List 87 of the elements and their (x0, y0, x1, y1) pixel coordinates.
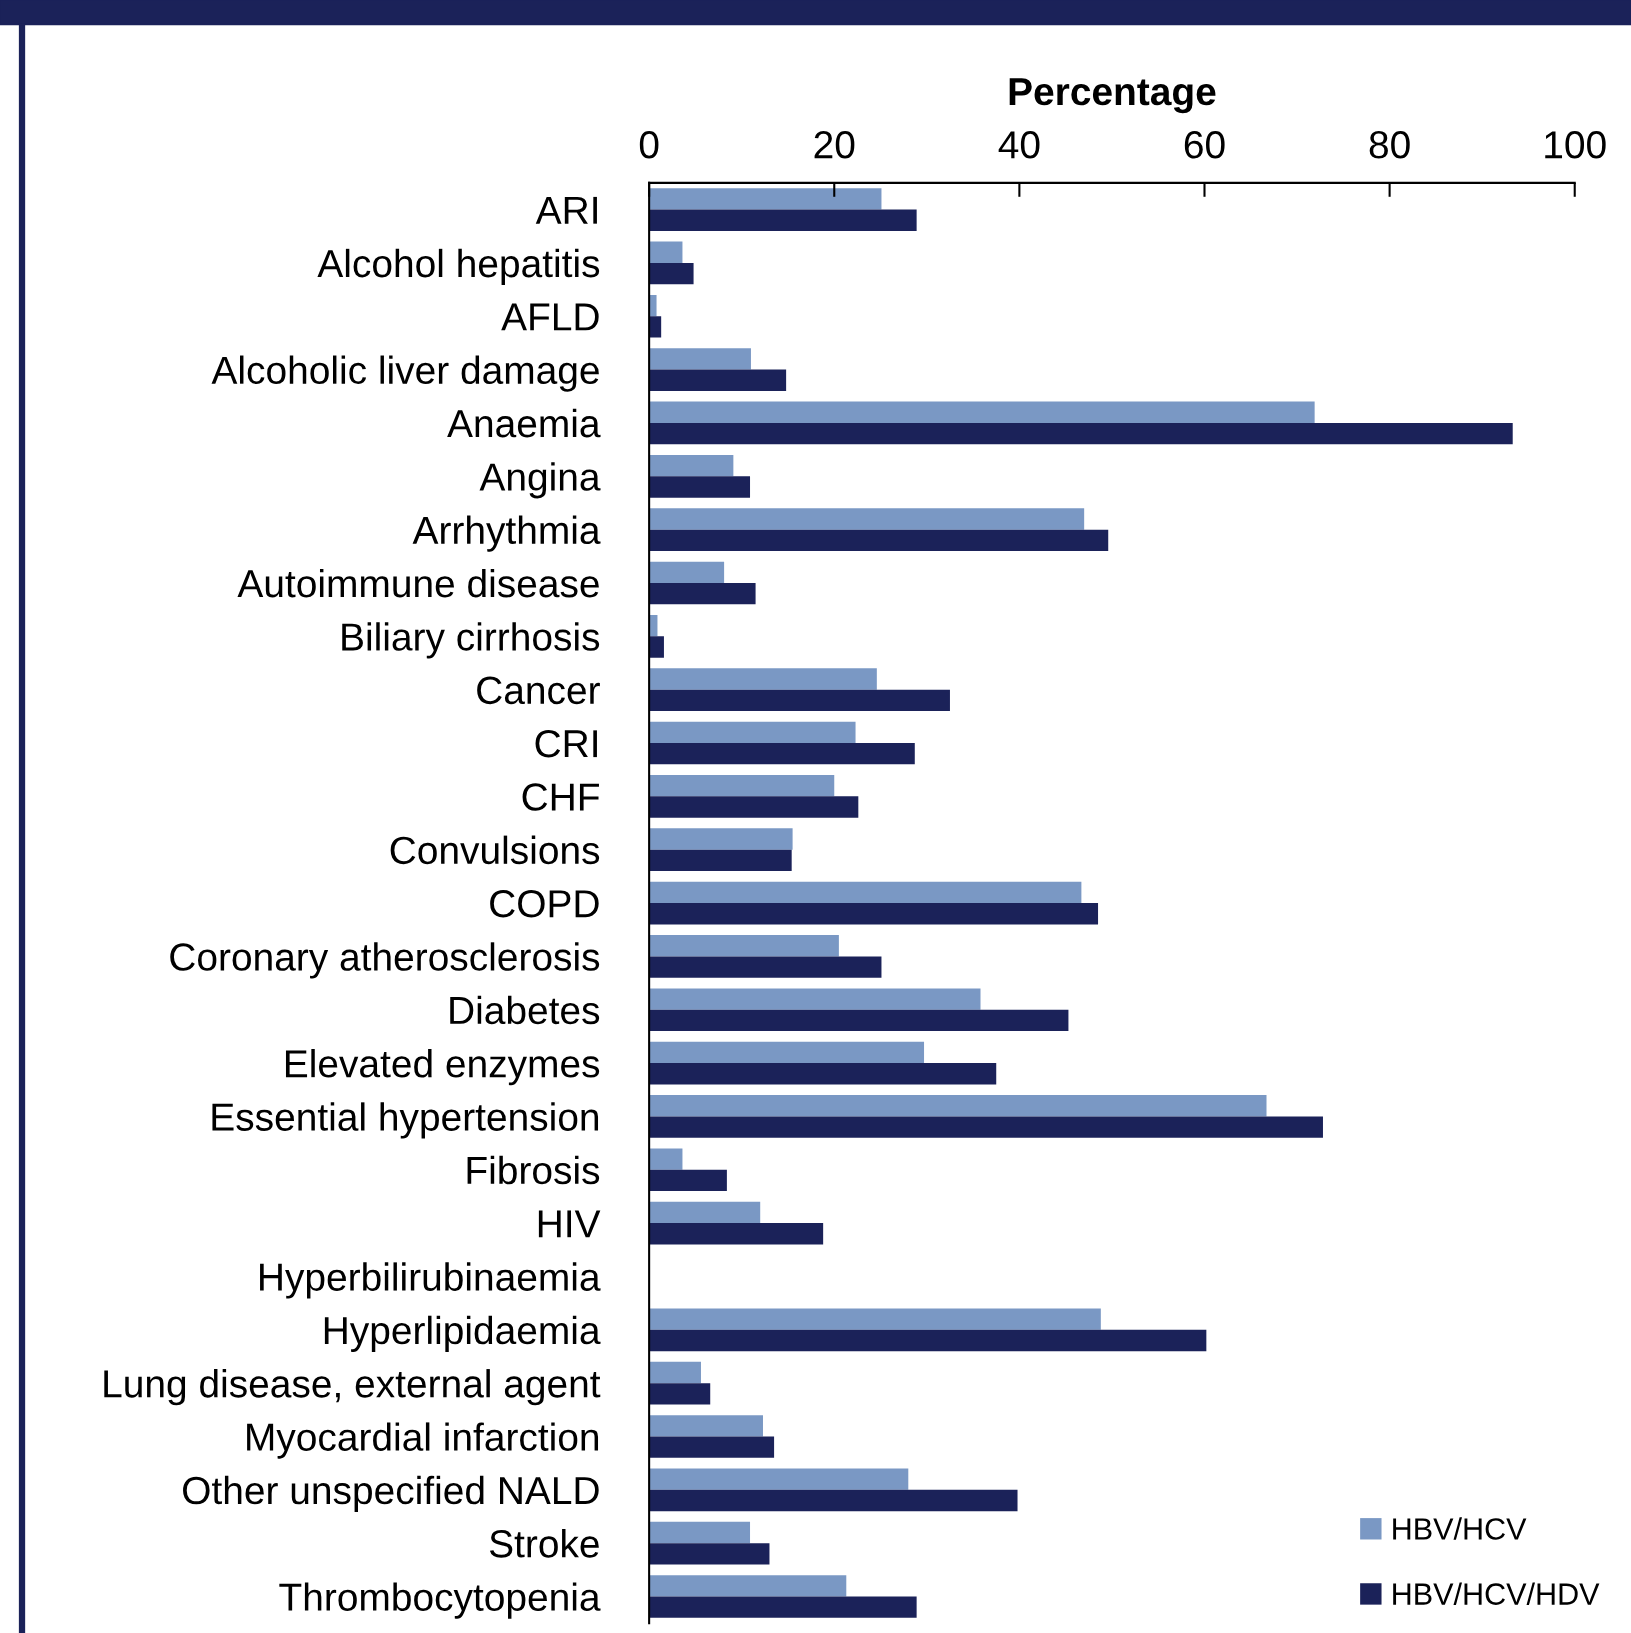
bar (649, 294, 657, 317)
y-tick-label: Cancer (477, 676, 600, 705)
y-tick-label: Myocardial infarction (247, 1422, 599, 1459)
bar (649, 1383, 711, 1405)
y-tick-label: Thrombocytopenia (279, 1582, 601, 1619)
bar (649, 348, 751, 370)
bar (649, 935, 839, 957)
bar (649, 1148, 683, 1170)
bar (649, 1095, 1267, 1117)
bar (649, 1169, 727, 1192)
bar (649, 529, 1109, 551)
y-tick-label: Coronary atherosclerosis (170, 942, 600, 979)
bar (649, 849, 792, 872)
y-tick-label: COPD (490, 889, 599, 918)
bar (649, 1308, 1101, 1330)
bar (649, 903, 1099, 925)
bar (649, 582, 756, 605)
x-tick-label: 60 (1184, 131, 1225, 159)
y-tick-label: HIV (538, 1210, 601, 1238)
bar (649, 262, 694, 285)
y-tick-label: Diabetes (450, 995, 600, 1025)
legend-label: HBV/HCV (1393, 1517, 1527, 1540)
bar (649, 209, 917, 231)
bar (649, 1489, 1018, 1512)
bar (649, 561, 725, 583)
bar (649, 881, 1082, 904)
bar (649, 1468, 909, 1490)
bar (649, 1521, 751, 1544)
bar (649, 476, 751, 498)
bar (649, 422, 1513, 445)
bar (649, 775, 835, 797)
bar (649, 401, 1315, 423)
bar (649, 988, 981, 1010)
y-tick-label: Convulsions (390, 835, 600, 865)
bar (649, 828, 793, 850)
y-tick-label: Lung disease, external agent (104, 1369, 601, 1406)
y-tick-label: AFLD (501, 303, 599, 331)
bar (649, 636, 664, 658)
bar (649, 1575, 847, 1597)
bar (649, 1543, 770, 1565)
bar (649, 1201, 761, 1224)
x-tick-label: 0 (639, 131, 659, 159)
bar (649, 1063, 997, 1085)
bar (649, 1329, 1207, 1352)
y-tick-label: Alcoholic liver damage (211, 355, 599, 392)
y-tick-label: Anaemia (447, 408, 601, 438)
bar (649, 796, 859, 818)
y-tick-label: Stroke (489, 1529, 599, 1558)
y-tick-label: Elevated enzymes (285, 1048, 600, 1086)
bar (649, 668, 877, 690)
bar (649, 369, 787, 391)
y-tick-label: ARI (535, 196, 597, 224)
bar (649, 689, 950, 712)
x-tick-label: 20 (814, 131, 855, 159)
x-tick-label: 40 (998, 131, 1040, 159)
y-tick-label: Other unspecified NALD (183, 1475, 599, 1512)
y-tick-label: Hyperlipidaemia (324, 1315, 601, 1352)
bar (649, 1436, 775, 1458)
y-tick-label: CHF (522, 783, 599, 811)
y-tick-label: Alcohol hepatitis (317, 248, 600, 286)
bar (649, 1223, 824, 1245)
bar (649, 316, 662, 338)
bar (649, 1596, 917, 1618)
y-tick-label: Angina (479, 462, 601, 499)
y-tick-label: Autoimmune disease (237, 568, 599, 598)
bar (649, 743, 915, 765)
y-tick-label: Arrhythmia (412, 515, 601, 552)
bar (649, 188, 882, 210)
bar (649, 454, 734, 477)
y-tick-label: Fibrosis (467, 1155, 600, 1185)
bar (649, 1116, 1323, 1138)
bar (649, 1041, 925, 1064)
x-tick-label: 80 (1369, 131, 1410, 159)
bar (649, 1415, 763, 1437)
bar (649, 1009, 1069, 1032)
bar (649, 956, 882, 978)
bar (649, 241, 683, 263)
bar (649, 1361, 701, 1384)
bar (649, 508, 1085, 530)
x-tick-label: 100 (1545, 131, 1606, 159)
x-axis-title: Percentage (1009, 78, 1216, 114)
y-tick-label: Biliary cirrhosis (342, 622, 600, 659)
bar (649, 721, 856, 744)
y-tick-label: Hyperbilirubinaemia (260, 1262, 601, 1299)
legend-label: HBV/HCV/HDV (1393, 1582, 1600, 1605)
y-tick-label: CRI (535, 729, 597, 758)
y-tick-label: Essential hypertension (212, 1102, 599, 1139)
